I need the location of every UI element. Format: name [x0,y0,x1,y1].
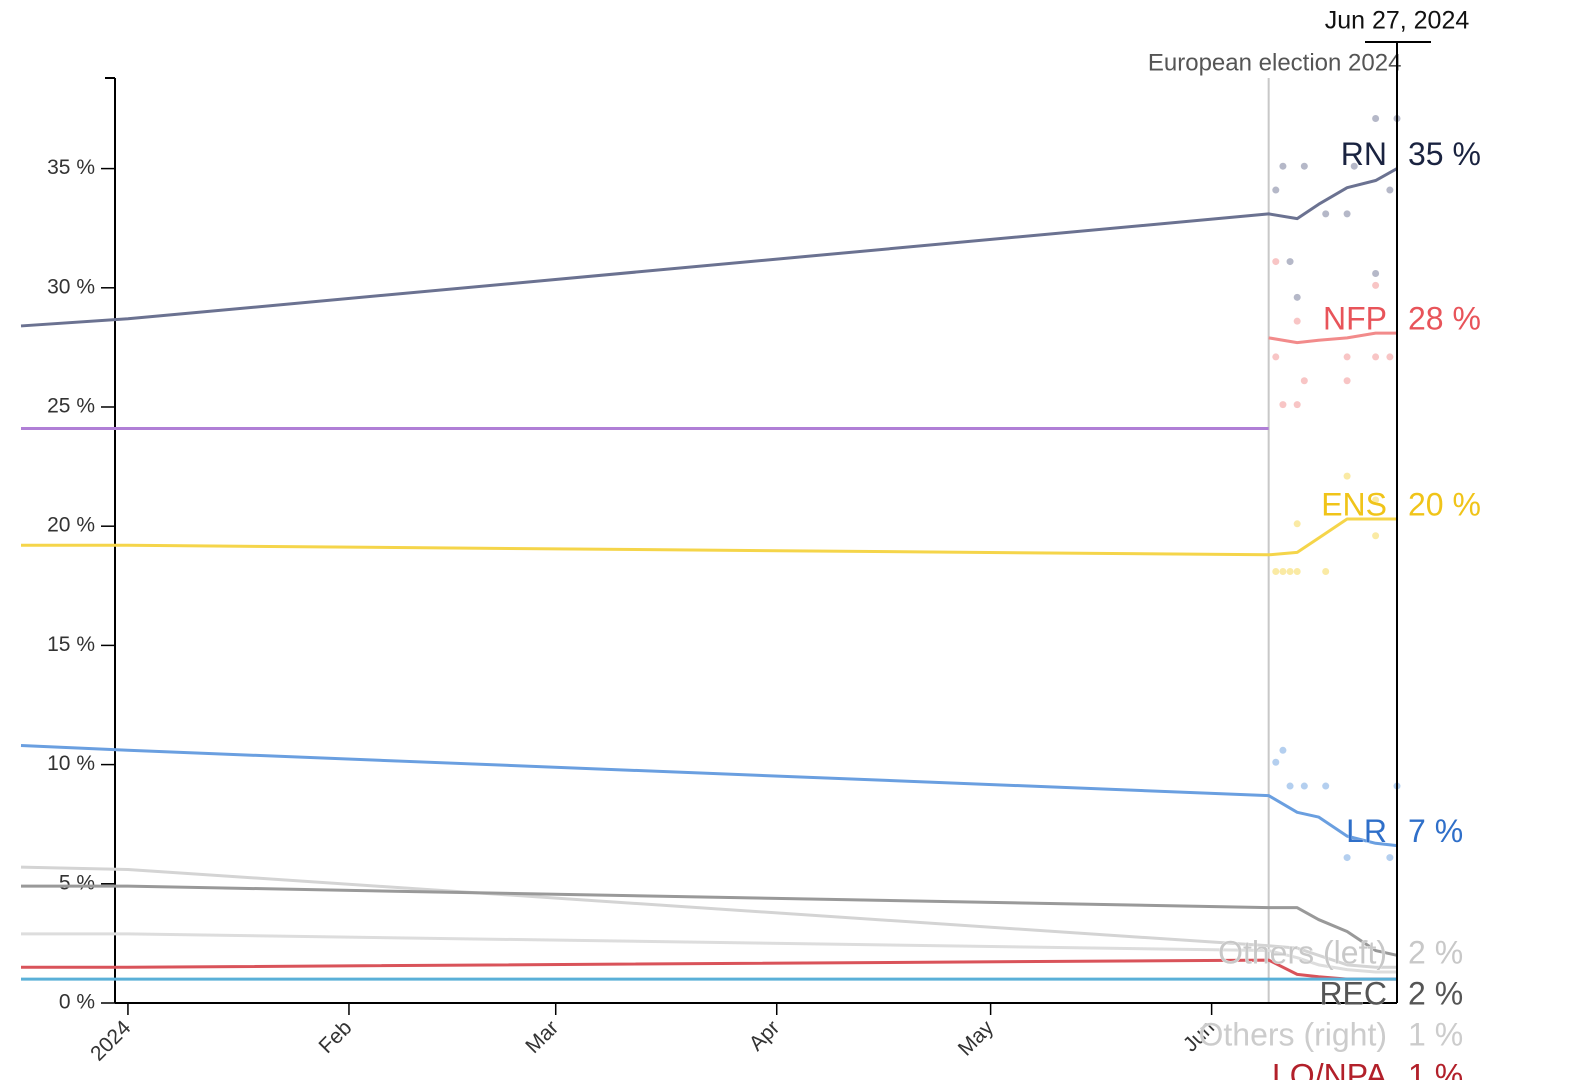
series-line [21,517,1397,557]
end-label: LR 7 % [1346,813,1463,850]
y-tick-label: 15 % [47,633,95,656]
series-name: LR [1346,813,1387,849]
poll-dot [1343,472,1351,480]
value-label: 20 % [1408,486,1481,522]
poll-dot [1300,162,1308,170]
poll-dot [1372,353,1380,361]
poll-dot [1272,353,1280,361]
end-label: RN 35 % [1341,136,1481,173]
poll-dot [1300,782,1308,790]
poll-dot [1286,258,1294,266]
poll-dot [1343,210,1351,218]
poll-dot [1293,567,1301,575]
poll-dot [1279,162,1287,170]
cursor-label: Jun 27, 2024 [1325,7,1470,35]
end-label: Others (left) 2 % [1218,934,1463,971]
poll-dot [1386,854,1394,862]
series-line [20,865,1397,969]
poll-dot [1372,532,1380,540]
poll-dot [1322,567,1330,575]
x-tick-label: Feb [315,1016,357,1058]
poll-dot [1272,567,1280,575]
annotation-label: European election 2024 [1148,49,1402,76]
value-label: 28 % [1408,301,1481,337]
poll-dot [1386,353,1394,361]
poll-dot [1279,567,1287,575]
poll-dot [1279,746,1287,754]
x-tick-label: May [954,1016,999,1061]
poll-dot [1272,186,1280,194]
series-line [21,958,1397,981]
poll-dot [1293,317,1301,325]
series-name: Others (left) [1218,935,1387,971]
poll-dot [1272,258,1280,266]
poll-dot [1293,520,1301,528]
poll-dot [1372,115,1380,123]
series-name: ENS [1321,486,1387,522]
poll-dot [1386,186,1394,194]
poll-dot [1293,401,1301,409]
poll-dot [1372,496,1380,504]
poll-dot [1343,854,1351,862]
poll-dot [1372,281,1380,289]
poll-dot [1286,567,1294,575]
y-tick-label: 0 % [59,991,95,1014]
poll-dot [1272,758,1280,766]
y-tick-label: 35 % [47,156,95,179]
end-label: LO/NPA 1 % [1272,1057,1463,1085]
series-line [21,884,1398,957]
y-tick-label: 25 % [47,395,95,418]
series-name: RN [1341,136,1387,172]
x-tick-label: Apr [745,1016,784,1055]
poll-dot [1350,162,1358,170]
poll-dot [1343,353,1351,361]
end-label: ENS 20 % [1321,486,1481,523]
value-label: 35 % [1408,136,1481,172]
poll-dot [1293,293,1301,301]
y-tick-label: 5 % [59,871,95,894]
end-label: REC 2 % [1319,975,1463,1012]
poll-dot [1300,377,1308,385]
poll-dot [1322,210,1330,218]
series-name: NFP [1323,301,1387,337]
poll-dot [1372,269,1380,277]
series-name: LO/NPA [1272,1058,1388,1080]
series-name: Others (right) [1199,1017,1387,1053]
y-tick-label: 10 % [47,752,95,775]
series-line [20,744,1398,848]
series-line [21,932,1397,974]
value-label: 2 % [1408,935,1463,971]
poll-dot [1322,782,1330,790]
poll-dot [1343,377,1351,385]
x-tick-label: 2024 [86,1016,136,1066]
series-line [1268,331,1397,345]
x-tick-label: Mar [521,1016,563,1058]
series-line [20,167,1398,328]
y-tick-label: 20 % [47,514,95,537]
value-label: 1 % [1408,1017,1463,1053]
value-label: 2 % [1408,976,1463,1012]
end-label: Others (right) 1 % [1198,1016,1463,1053]
value-label: 1 % [1408,1058,1463,1080]
y-tick-label: 30 % [47,275,95,298]
poll-dot [1279,401,1287,409]
end-label: NFP 28 % [1323,300,1481,337]
poll-dot [1286,782,1294,790]
series-name: REC [1319,976,1387,1012]
value-label: 7 % [1408,813,1463,849]
